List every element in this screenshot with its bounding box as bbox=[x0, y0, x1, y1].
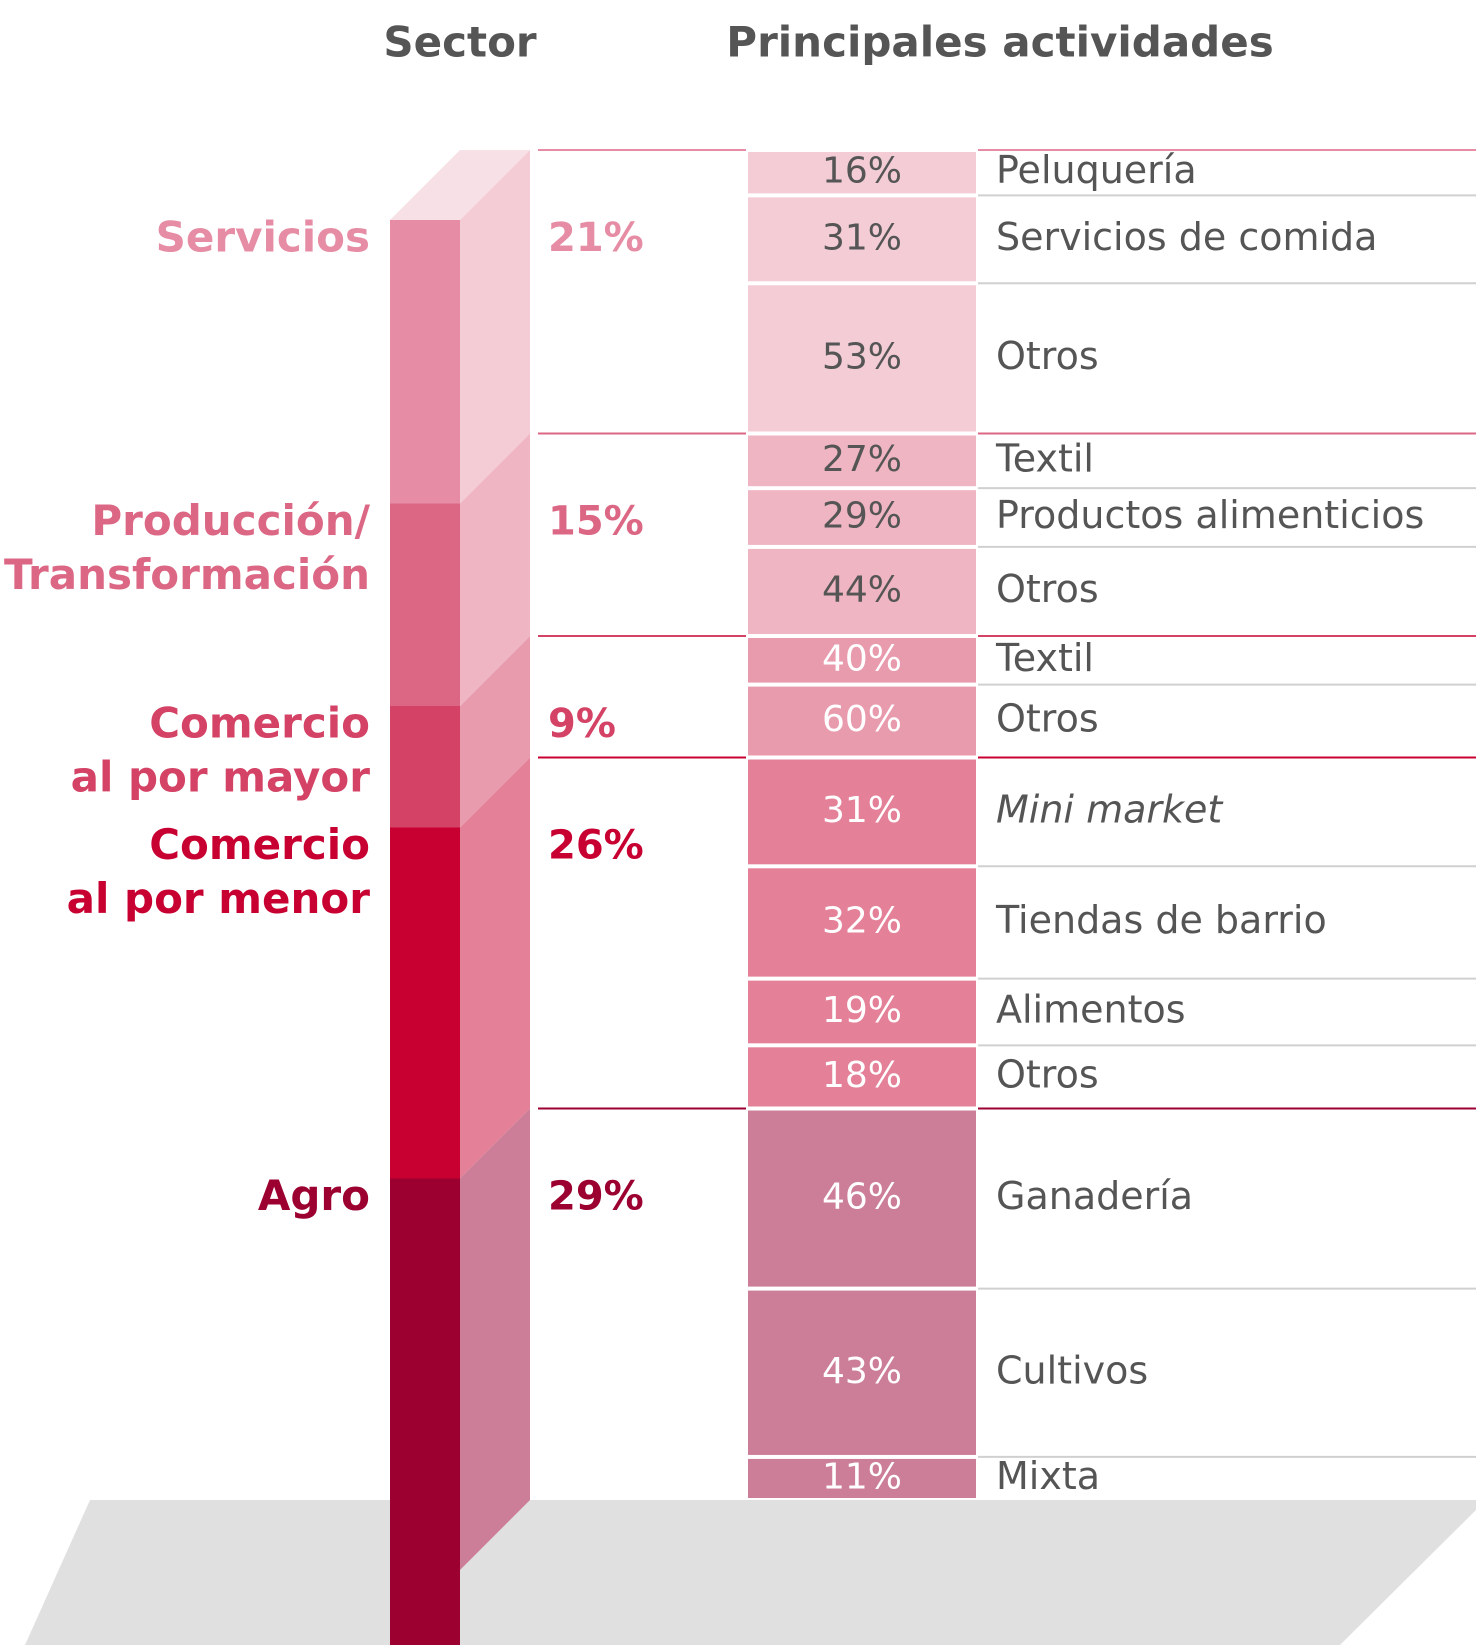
sector-value: 26% bbox=[548, 823, 644, 869]
sector-name: Comercio bbox=[149, 699, 370, 748]
activity-value: 11% bbox=[822, 1456, 902, 1497]
activity-value: 31% bbox=[822, 790, 902, 831]
column-segment bbox=[390, 220, 460, 504]
activity-box bbox=[748, 435, 976, 487]
activity-box bbox=[748, 548, 976, 634]
column-segment bbox=[390, 1178, 460, 1570]
column-side bbox=[460, 636, 530, 828]
activity-box bbox=[748, 1290, 976, 1455]
activity-name: Productos alimenticios bbox=[996, 493, 1424, 537]
floor bbox=[25, 1500, 1476, 1645]
activity-value: 18% bbox=[822, 1055, 902, 1096]
activity-value: 29% bbox=[822, 496, 902, 537]
activity-name: Cultivos bbox=[996, 1348, 1148, 1392]
column-top bbox=[390, 150, 530, 220]
activity-box bbox=[748, 1458, 976, 1498]
sector-name: Servicios bbox=[156, 213, 370, 262]
activity-value: 46% bbox=[822, 1177, 902, 1218]
activity-box bbox=[748, 197, 976, 282]
column-segment bbox=[390, 706, 460, 828]
activity-name: Mini market bbox=[996, 787, 1224, 831]
header: Sector bbox=[383, 18, 537, 67]
sector-value: 29% bbox=[548, 1174, 644, 1220]
activity-box bbox=[748, 285, 976, 432]
activity-name: Otros bbox=[996, 567, 1099, 611]
sector-name: Agro bbox=[258, 1171, 370, 1220]
column-segment bbox=[390, 827, 460, 1179]
column-base bbox=[390, 1570, 460, 1645]
activity-value: 32% bbox=[822, 900, 902, 941]
activity-name: Alimentos bbox=[996, 987, 1186, 1031]
activity-box bbox=[748, 1110, 976, 1287]
sector-name: Comercio bbox=[149, 820, 370, 869]
activity-box bbox=[748, 759, 976, 865]
activity-name: Otros bbox=[996, 334, 1099, 378]
column-side bbox=[460, 757, 530, 1179]
sector-value: 15% bbox=[548, 499, 644, 545]
sector-value: 21% bbox=[548, 215, 644, 261]
activity-box bbox=[748, 638, 976, 683]
activity-value: 27% bbox=[822, 439, 902, 480]
activity-box bbox=[748, 1047, 976, 1107]
activity-name: Ganadería bbox=[996, 1174, 1193, 1218]
sector-name: al por menor bbox=[67, 874, 371, 923]
column-side bbox=[460, 150, 530, 504]
column-side bbox=[460, 433, 530, 706]
activity-box bbox=[748, 868, 976, 977]
activity-box bbox=[748, 490, 976, 545]
activity-value: 53% bbox=[822, 336, 902, 377]
activity-box bbox=[748, 686, 976, 756]
activity-value: 31% bbox=[822, 217, 902, 258]
column-segment bbox=[390, 503, 460, 706]
activity-value: 16% bbox=[822, 151, 902, 192]
activity-name: Mixta bbox=[996, 1454, 1100, 1498]
header: Principales actividades bbox=[726, 18, 1273, 67]
activity-name: Otros bbox=[996, 1052, 1099, 1096]
activity-value: 40% bbox=[822, 638, 902, 679]
activity-box bbox=[748, 152, 976, 194]
activity-name: Tiendas de barrio bbox=[995, 898, 1327, 942]
sector-name: Producción/ bbox=[91, 496, 370, 545]
column-side bbox=[460, 1108, 530, 1570]
sector-name: al por mayor bbox=[71, 753, 371, 802]
activity-name: Textil bbox=[995, 636, 1094, 680]
activity-name: Peluquería bbox=[996, 148, 1197, 192]
activity-value: 43% bbox=[822, 1351, 902, 1392]
activity-name: Textil bbox=[995, 436, 1094, 480]
activity-name: Otros bbox=[996, 697, 1099, 741]
activity-box bbox=[748, 980, 976, 1044]
activity-value: 44% bbox=[822, 569, 902, 610]
activity-value: 60% bbox=[822, 699, 902, 740]
sector-name: Transformación bbox=[4, 550, 370, 599]
activity-name: Servicios de comida bbox=[996, 215, 1377, 259]
sector-value: 9% bbox=[548, 701, 616, 747]
activity-value: 19% bbox=[822, 990, 902, 1031]
